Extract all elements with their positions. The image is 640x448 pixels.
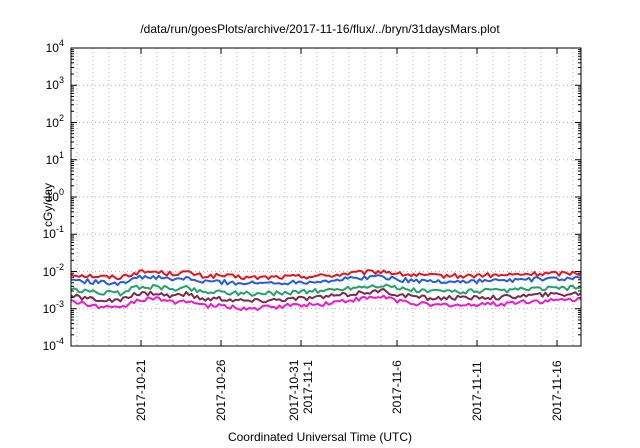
series-line-1 xyxy=(70,269,582,281)
y-tick-label: 101 xyxy=(45,149,64,167)
y-tick-label: 10-3 xyxy=(42,298,64,316)
plot-frame xyxy=(70,47,582,347)
y-tick-label: 102 xyxy=(45,112,64,130)
x-axis-label: Coordinated Universal Time (UTC) xyxy=(227,430,413,444)
y-tick-label: 10-1 xyxy=(42,224,64,242)
series-line-2 xyxy=(70,274,582,287)
y-tick-label: 104 xyxy=(45,38,64,55)
series-line-4 xyxy=(70,288,582,304)
series-line-3 xyxy=(70,283,582,297)
y-tick-label: 100 xyxy=(45,187,64,204)
chart-title: /data/run/goesPlots/archive/2017-11-16/f… xyxy=(140,22,500,36)
y-tick-label: 103 xyxy=(45,75,64,93)
y-tick-label: 10-4 xyxy=(42,336,64,353)
y-tick-label: 10-2 xyxy=(42,261,64,279)
series-line-5 xyxy=(70,294,582,312)
